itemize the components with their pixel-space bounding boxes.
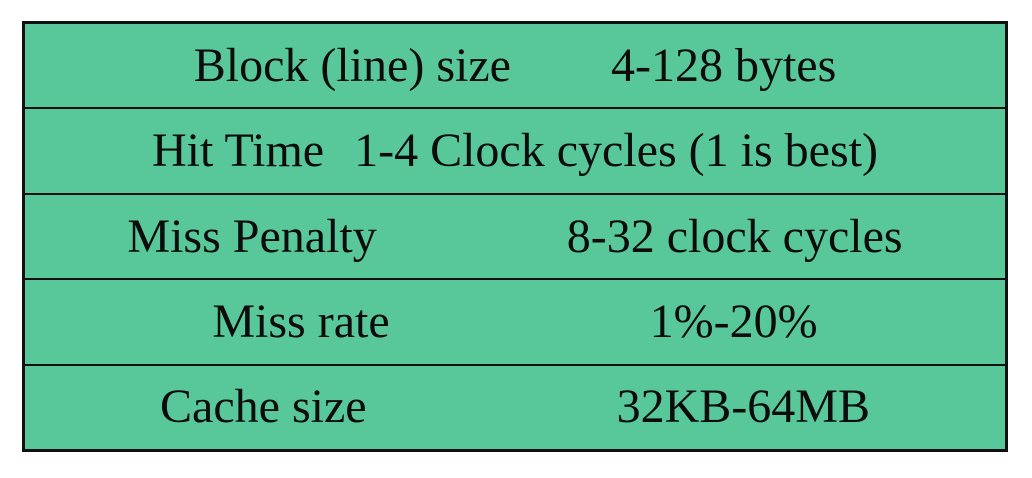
row-value: 1-4 Clock cycles (1 is best) — [354, 124, 878, 178]
cache-parameters-table: Block (line) size 4-128 bytes Hit Time 1… — [22, 21, 1008, 452]
table-row-miss-penalty: Miss Penalty 8-32 clock cycles — [25, 195, 1005, 281]
row-label: Miss rate — [212, 294, 390, 348]
table-row-hit-time: Hit Time 1-4 Clock cycles (1 is best) — [25, 109, 1005, 195]
table-row-miss-rate: Miss rate 1%-20% — [25, 280, 1005, 366]
row-value: 8-32 clock cycles — [566, 209, 903, 263]
row-label: Hit Time — [152, 124, 325, 178]
row-value: 4-128 bytes — [610, 38, 837, 92]
row-label: Miss Penalty — [127, 209, 377, 263]
row-value: 1%-20% — [649, 294, 818, 348]
row-value: 32KB-64MB — [616, 380, 870, 434]
row-label: Block (line) size — [193, 38, 511, 92]
table-row-cache-size: Cache size 32KB-64MB — [25, 366, 1005, 449]
table-row-block-line-size: Block (line) size 4-128 bytes — [25, 24, 1005, 110]
row-label: Cache size — [160, 380, 367, 434]
